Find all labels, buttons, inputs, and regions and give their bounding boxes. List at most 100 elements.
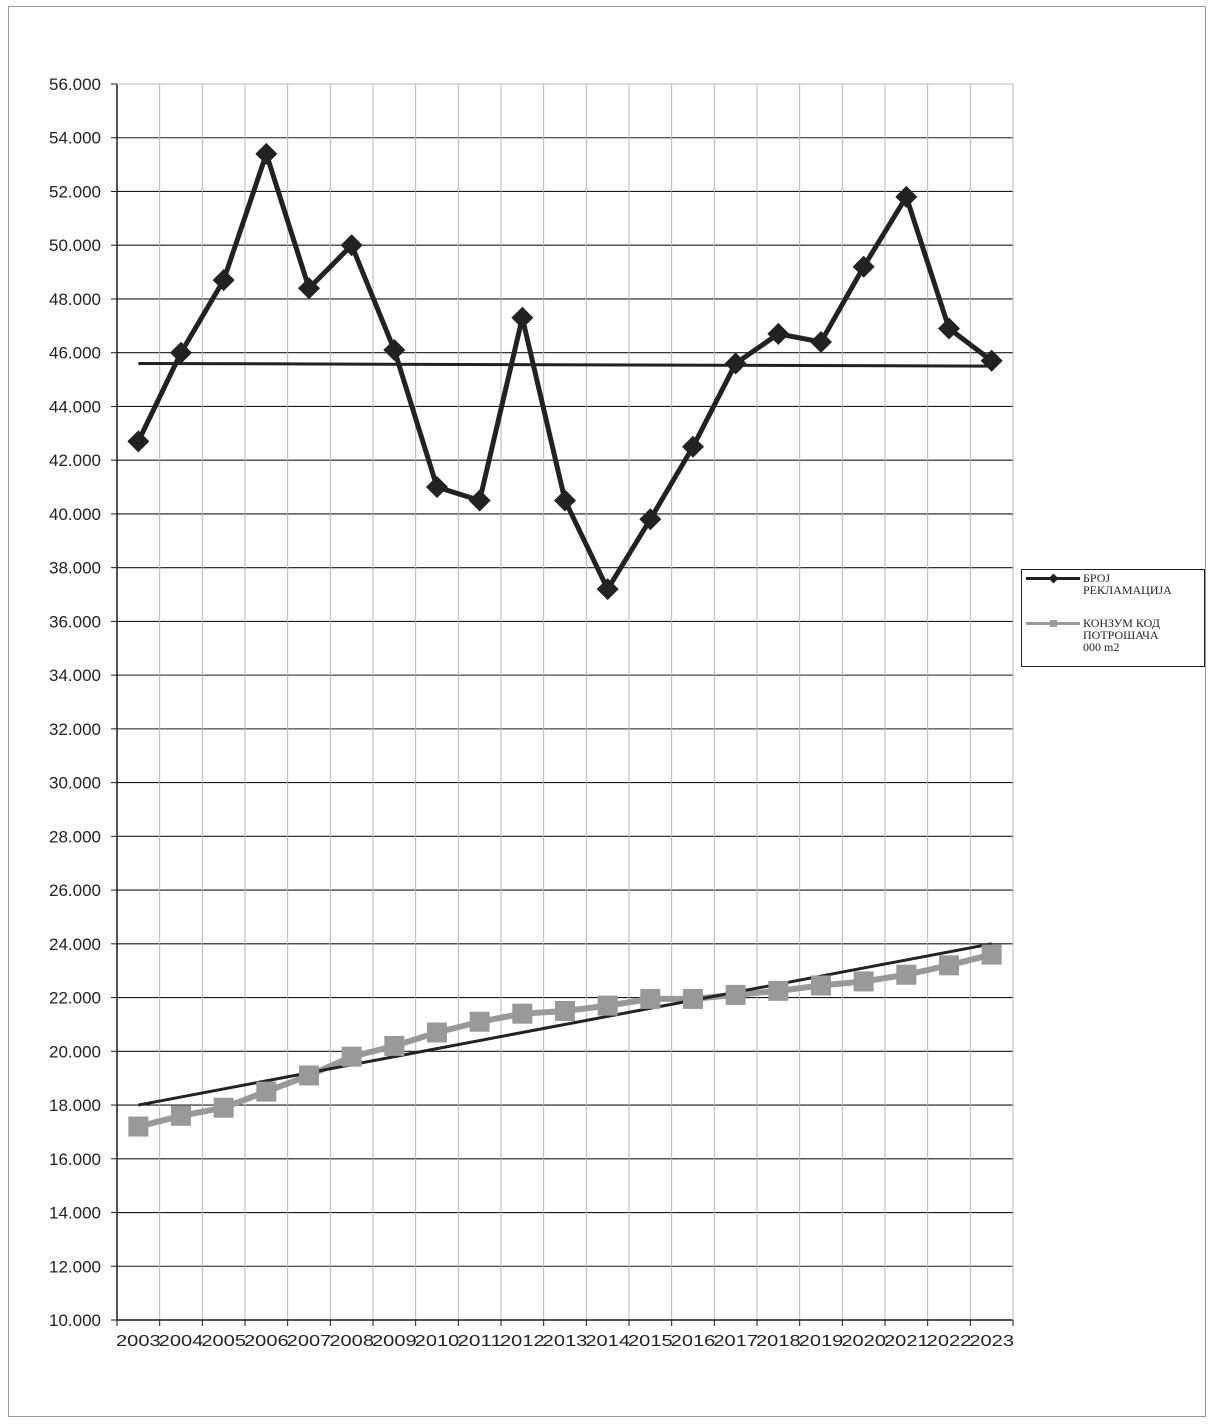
data-point	[255, 142, 278, 165]
x-tick-label: 2009	[372, 1333, 417, 1350]
x-tick-label: 2012	[500, 1333, 545, 1350]
x-tick-label: 2015	[628, 1333, 673, 1350]
y-tick-label: 40.000	[49, 505, 101, 524]
axes	[111, 83, 1014, 1326]
y-tick-label: 20.000	[49, 1042, 101, 1061]
data-point	[895, 185, 918, 208]
x-axis-tick-labels: 2003200420052006200720082009201020112012…	[116, 1333, 1014, 1350]
trendline	[138, 361, 992, 368]
data-point	[767, 322, 790, 345]
data-point	[682, 435, 704, 458]
y-tick-label: 48.000	[49, 290, 101, 309]
y-tick-label: 34.000	[49, 666, 101, 685]
data-point	[810, 330, 832, 353]
y-tick-label: 56.000	[49, 75, 101, 94]
x-tick-label: 2018	[756, 1333, 801, 1350]
trendlines	[138, 361, 992, 1107]
x-tick-label: 2022	[927, 1333, 972, 1350]
data-point	[298, 277, 320, 300]
y-tick-label: 12.000	[49, 1257, 101, 1276]
x-tick-label: 2013	[543, 1333, 588, 1350]
data-point	[896, 964, 917, 985]
x-tick-label: 2008	[329, 1333, 374, 1350]
y-tick-label: 30.000	[49, 774, 101, 793]
y-tick-label: 26.000	[49, 881, 101, 900]
data-point	[640, 988, 661, 1009]
y-tick-label: 22.000	[49, 989, 101, 1008]
x-tick-label: 2014	[585, 1333, 630, 1350]
x-tick-label: 2019	[799, 1333, 844, 1350]
data-point	[511, 306, 534, 329]
legend-item-complaints: БРОЈ РЕКЛАМАЦИЈА	[1026, 572, 1203, 596]
data-point	[981, 944, 1002, 965]
data-point	[427, 1022, 447, 1043]
y-tick-label: 46.000	[49, 344, 101, 363]
data-point	[555, 1001, 575, 1021]
y-tick-label: 42.000	[49, 451, 101, 470]
data-point	[939, 955, 959, 976]
data-point	[512, 1003, 533, 1024]
y-tick-label: 14.000	[49, 1204, 101, 1223]
legend-label-complaints: БРОЈ РЕКЛАМАЦИЈА	[1083, 571, 1172, 597]
y-tick-label: 32.000	[49, 720, 101, 739]
y-tick-label: 50.000	[49, 236, 101, 255]
data-point	[341, 1046, 362, 1067]
data-point	[853, 971, 874, 992]
data-point	[127, 430, 150, 453]
page-frame	[8, 6, 1206, 1417]
x-tick-label: 2017	[713, 1333, 758, 1350]
data-point	[938, 317, 960, 340]
data-point	[468, 489, 491, 512]
data-point	[340, 234, 363, 257]
data-point	[725, 984, 746, 1005]
data-point	[639, 508, 662, 531]
x-tick-label: 2023	[969, 1333, 1014, 1350]
y-axis-tick-labels: 10.000 12.000 14.000 16.000 18.000 20.000 22.0…	[49, 75, 101, 1330]
data-point	[469, 1011, 490, 1032]
x-tick-label: 2020	[841, 1333, 886, 1350]
legend-label-consumption: КОНЗУМ КОД ПОТРОШАЧА 000 m2	[1083, 616, 1160, 654]
data-point	[213, 1097, 234, 1118]
data-point	[384, 1035, 405, 1056]
data-point	[554, 489, 576, 512]
data-point	[170, 341, 192, 364]
data-point	[299, 1065, 319, 1086]
y-tick-label: 18.000	[49, 1096, 101, 1115]
data-point	[256, 1081, 277, 1102]
y-tick-label: 54.000	[49, 129, 101, 148]
data-point	[724, 352, 747, 375]
data-point	[171, 1105, 191, 1126]
x-tick-label: 2006	[244, 1333, 289, 1350]
data-point	[597, 995, 618, 1016]
trendline	[138, 942, 992, 1107]
data-point	[811, 975, 831, 996]
legend-item-consumption: КОНЗУМ КОД ПОТРОШАЧА 000 m2	[1026, 617, 1203, 653]
series-line	[136, 151, 994, 592]
data-point	[768, 980, 789, 1001]
y-tick-label: 44.000	[49, 397, 101, 416]
chart-legend: БРОЈ РЕКЛАМАЦИЈА КОНЗУМ КОД ПОТРОШАЧА 00…	[1021, 569, 1205, 667]
y-tick-label: 38.000	[49, 559, 101, 578]
data-point	[980, 349, 1003, 372]
legend-swatch-consumption	[1026, 617, 1080, 629]
data-point	[383, 339, 406, 362]
grid	[116, 83, 1014, 1321]
x-tick-label: 2011	[457, 1333, 502, 1350]
data-point	[596, 578, 619, 601]
y-tick-label: 10.000	[49, 1311, 101, 1330]
data-point	[426, 476, 448, 499]
y-tick-label: 24.000	[49, 935, 101, 954]
x-tick-label: 2016	[671, 1333, 716, 1350]
y-tick-label: 52.000	[49, 182, 101, 201]
x-tick-label: 2004	[159, 1333, 204, 1350]
data-point	[852, 255, 875, 278]
y-tick-label: 28.000	[49, 827, 101, 846]
markers	[127, 142, 1003, 1137]
y-tick-label: 16.000	[49, 1150, 101, 1169]
x-tick-label: 2003	[116, 1333, 161, 1350]
x-tick-label: 2021	[884, 1333, 929, 1350]
x-tick-label: 2010	[415, 1333, 460, 1350]
data-point	[683, 988, 703, 1009]
data-point	[128, 1116, 149, 1137]
